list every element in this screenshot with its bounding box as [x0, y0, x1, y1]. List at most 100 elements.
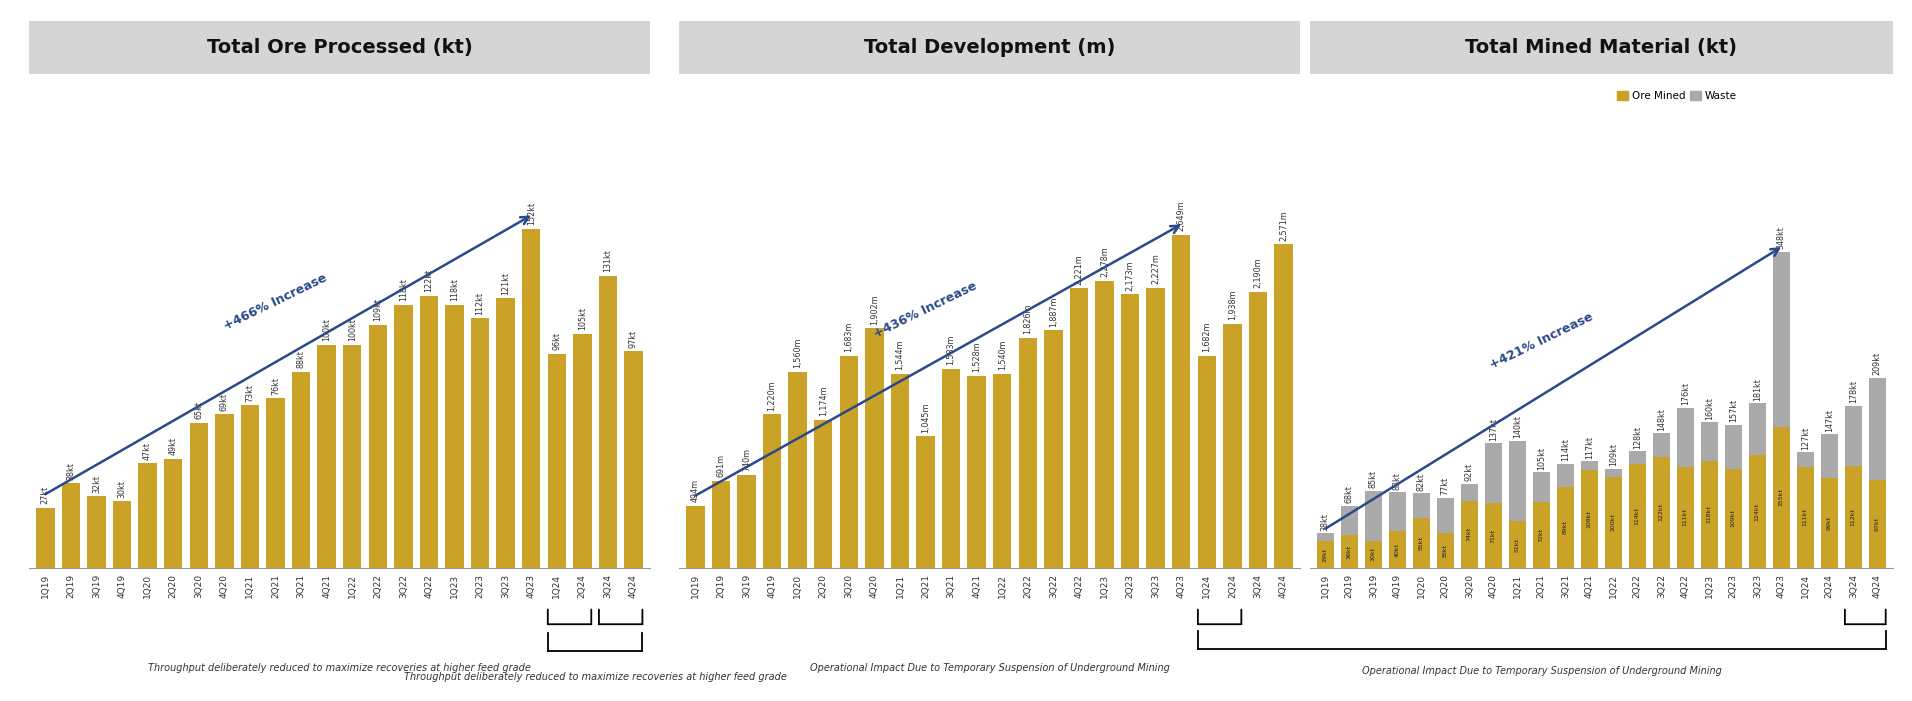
Text: 131kt: 131kt [604, 250, 612, 272]
Bar [839, 356, 858, 568]
Bar [1249, 292, 1268, 568]
Bar [1533, 503, 1551, 568]
Bar [241, 405, 260, 568]
Bar [113, 501, 132, 568]
Text: 85kt: 85kt [1369, 470, 1379, 488]
Bar [1461, 484, 1478, 501]
Text: 38kt: 38kt [67, 462, 75, 479]
Text: 117kt: 117kt [1585, 436, 1595, 458]
Bar [1340, 506, 1358, 535]
Text: 1,174m: 1,174m [818, 386, 828, 416]
Text: 105kt: 105kt [1537, 447, 1545, 470]
Bar [266, 398, 285, 568]
Bar [711, 481, 730, 568]
Text: 27kt: 27kt [40, 486, 50, 504]
Text: 74kt: 74kt [1467, 527, 1472, 541]
Text: 2,571m: 2,571m [1279, 210, 1289, 240]
Bar [943, 369, 960, 568]
Text: 1,938m: 1,938m [1228, 290, 1237, 320]
Text: 1,682m: 1,682m [1203, 322, 1212, 353]
Text: 1,902m: 1,902m [870, 294, 880, 325]
Text: 127kt: 127kt [1801, 426, 1811, 449]
Bar [1224, 324, 1241, 568]
Text: 1,220m: 1,220m [767, 380, 776, 411]
Text: 108kt: 108kt [1587, 510, 1593, 528]
Text: 38kt: 38kt [1444, 543, 1447, 557]
Bar [598, 275, 618, 568]
Text: 36kt: 36kt [1346, 545, 1352, 559]
Text: 118kt: 118kt [400, 278, 407, 301]
Text: 97kt: 97kt [1876, 517, 1879, 531]
Bar [1652, 433, 1669, 457]
Text: 38kt: 38kt [1321, 512, 1331, 531]
Text: 88kt: 88kt [296, 350, 306, 368]
Text: 1,826m: 1,826m [1023, 304, 1032, 334]
Text: 71kt: 71kt [1491, 529, 1495, 543]
Text: 137kt: 137kt [1489, 418, 1497, 441]
Bar [1749, 403, 1767, 455]
Text: 114kt: 114kt [1560, 439, 1570, 461]
Text: 40kt: 40kt [1396, 543, 1400, 557]
Bar [1629, 451, 1646, 464]
Text: 2,227m: 2,227m [1151, 253, 1161, 284]
Text: 181kt: 181kt [1753, 378, 1761, 400]
Bar [1484, 503, 1503, 568]
Text: 148kt: 148kt [1658, 408, 1665, 430]
Bar [1772, 252, 1790, 427]
Bar [738, 475, 755, 568]
Text: Throughput deliberately reduced to maximize recoveries at higher feed grade: Throughput deliberately reduced to maxim… [147, 663, 532, 674]
Text: 740m: 740m [742, 448, 751, 471]
Text: 122kt: 122kt [1660, 503, 1663, 522]
Text: 2,190m: 2,190m [1254, 258, 1262, 289]
Text: 109kt: 109kt [1730, 510, 1736, 527]
Text: 29kt: 29kt [1323, 547, 1327, 562]
Bar [497, 298, 514, 568]
Text: 96kt: 96kt [553, 332, 562, 350]
Text: 1,544m: 1,544m [895, 339, 904, 369]
Bar [788, 372, 807, 568]
Text: 157kt: 157kt [1728, 400, 1738, 423]
Text: 100kt: 100kt [321, 318, 331, 341]
Bar [547, 354, 566, 568]
Bar [1509, 441, 1526, 522]
Bar [1581, 470, 1598, 568]
Bar [1461, 501, 1478, 568]
Text: 72kt: 72kt [1539, 528, 1543, 542]
Text: 97kt: 97kt [629, 330, 639, 348]
Bar [394, 305, 413, 568]
Bar [1556, 487, 1574, 568]
Text: 82kt: 82kt [1417, 472, 1426, 491]
Text: 77kt: 77kt [1442, 477, 1449, 495]
Text: 73kt: 73kt [245, 383, 254, 402]
Bar [216, 414, 233, 568]
Bar [1677, 467, 1694, 568]
Bar [1044, 330, 1063, 568]
Bar [1700, 461, 1717, 568]
Text: 51kt: 51kt [1514, 538, 1520, 552]
Bar [36, 508, 55, 568]
Bar [1845, 406, 1862, 466]
Text: 47kt: 47kt [143, 442, 153, 460]
Bar [686, 505, 706, 568]
Text: 2,649m: 2,649m [1176, 200, 1185, 231]
Bar [1509, 522, 1526, 568]
Text: 2,173m: 2,173m [1126, 260, 1134, 291]
Text: 109kt: 109kt [1608, 443, 1618, 466]
Bar [342, 345, 361, 568]
Text: 1,887m: 1,887m [1050, 296, 1057, 327]
Bar [61, 483, 80, 568]
Text: 2,221m: 2,221m [1075, 254, 1084, 285]
Text: 100kt: 100kt [1610, 513, 1616, 531]
Text: 69kt: 69kt [220, 393, 229, 411]
Text: 160kt: 160kt [1706, 397, 1713, 420]
Bar [369, 325, 386, 568]
Text: 112kt: 112kt [1851, 508, 1857, 526]
Text: 124kt: 124kt [1755, 503, 1759, 521]
Text: 140kt: 140kt [1512, 415, 1522, 438]
Text: 1,683m: 1,683m [845, 322, 853, 353]
Text: 348kt: 348kt [1776, 226, 1786, 249]
Bar [1581, 461, 1598, 470]
Text: +466% Increase: +466% Increase [222, 271, 329, 332]
Text: 121kt: 121kt [501, 271, 511, 294]
Bar [1197, 356, 1216, 568]
